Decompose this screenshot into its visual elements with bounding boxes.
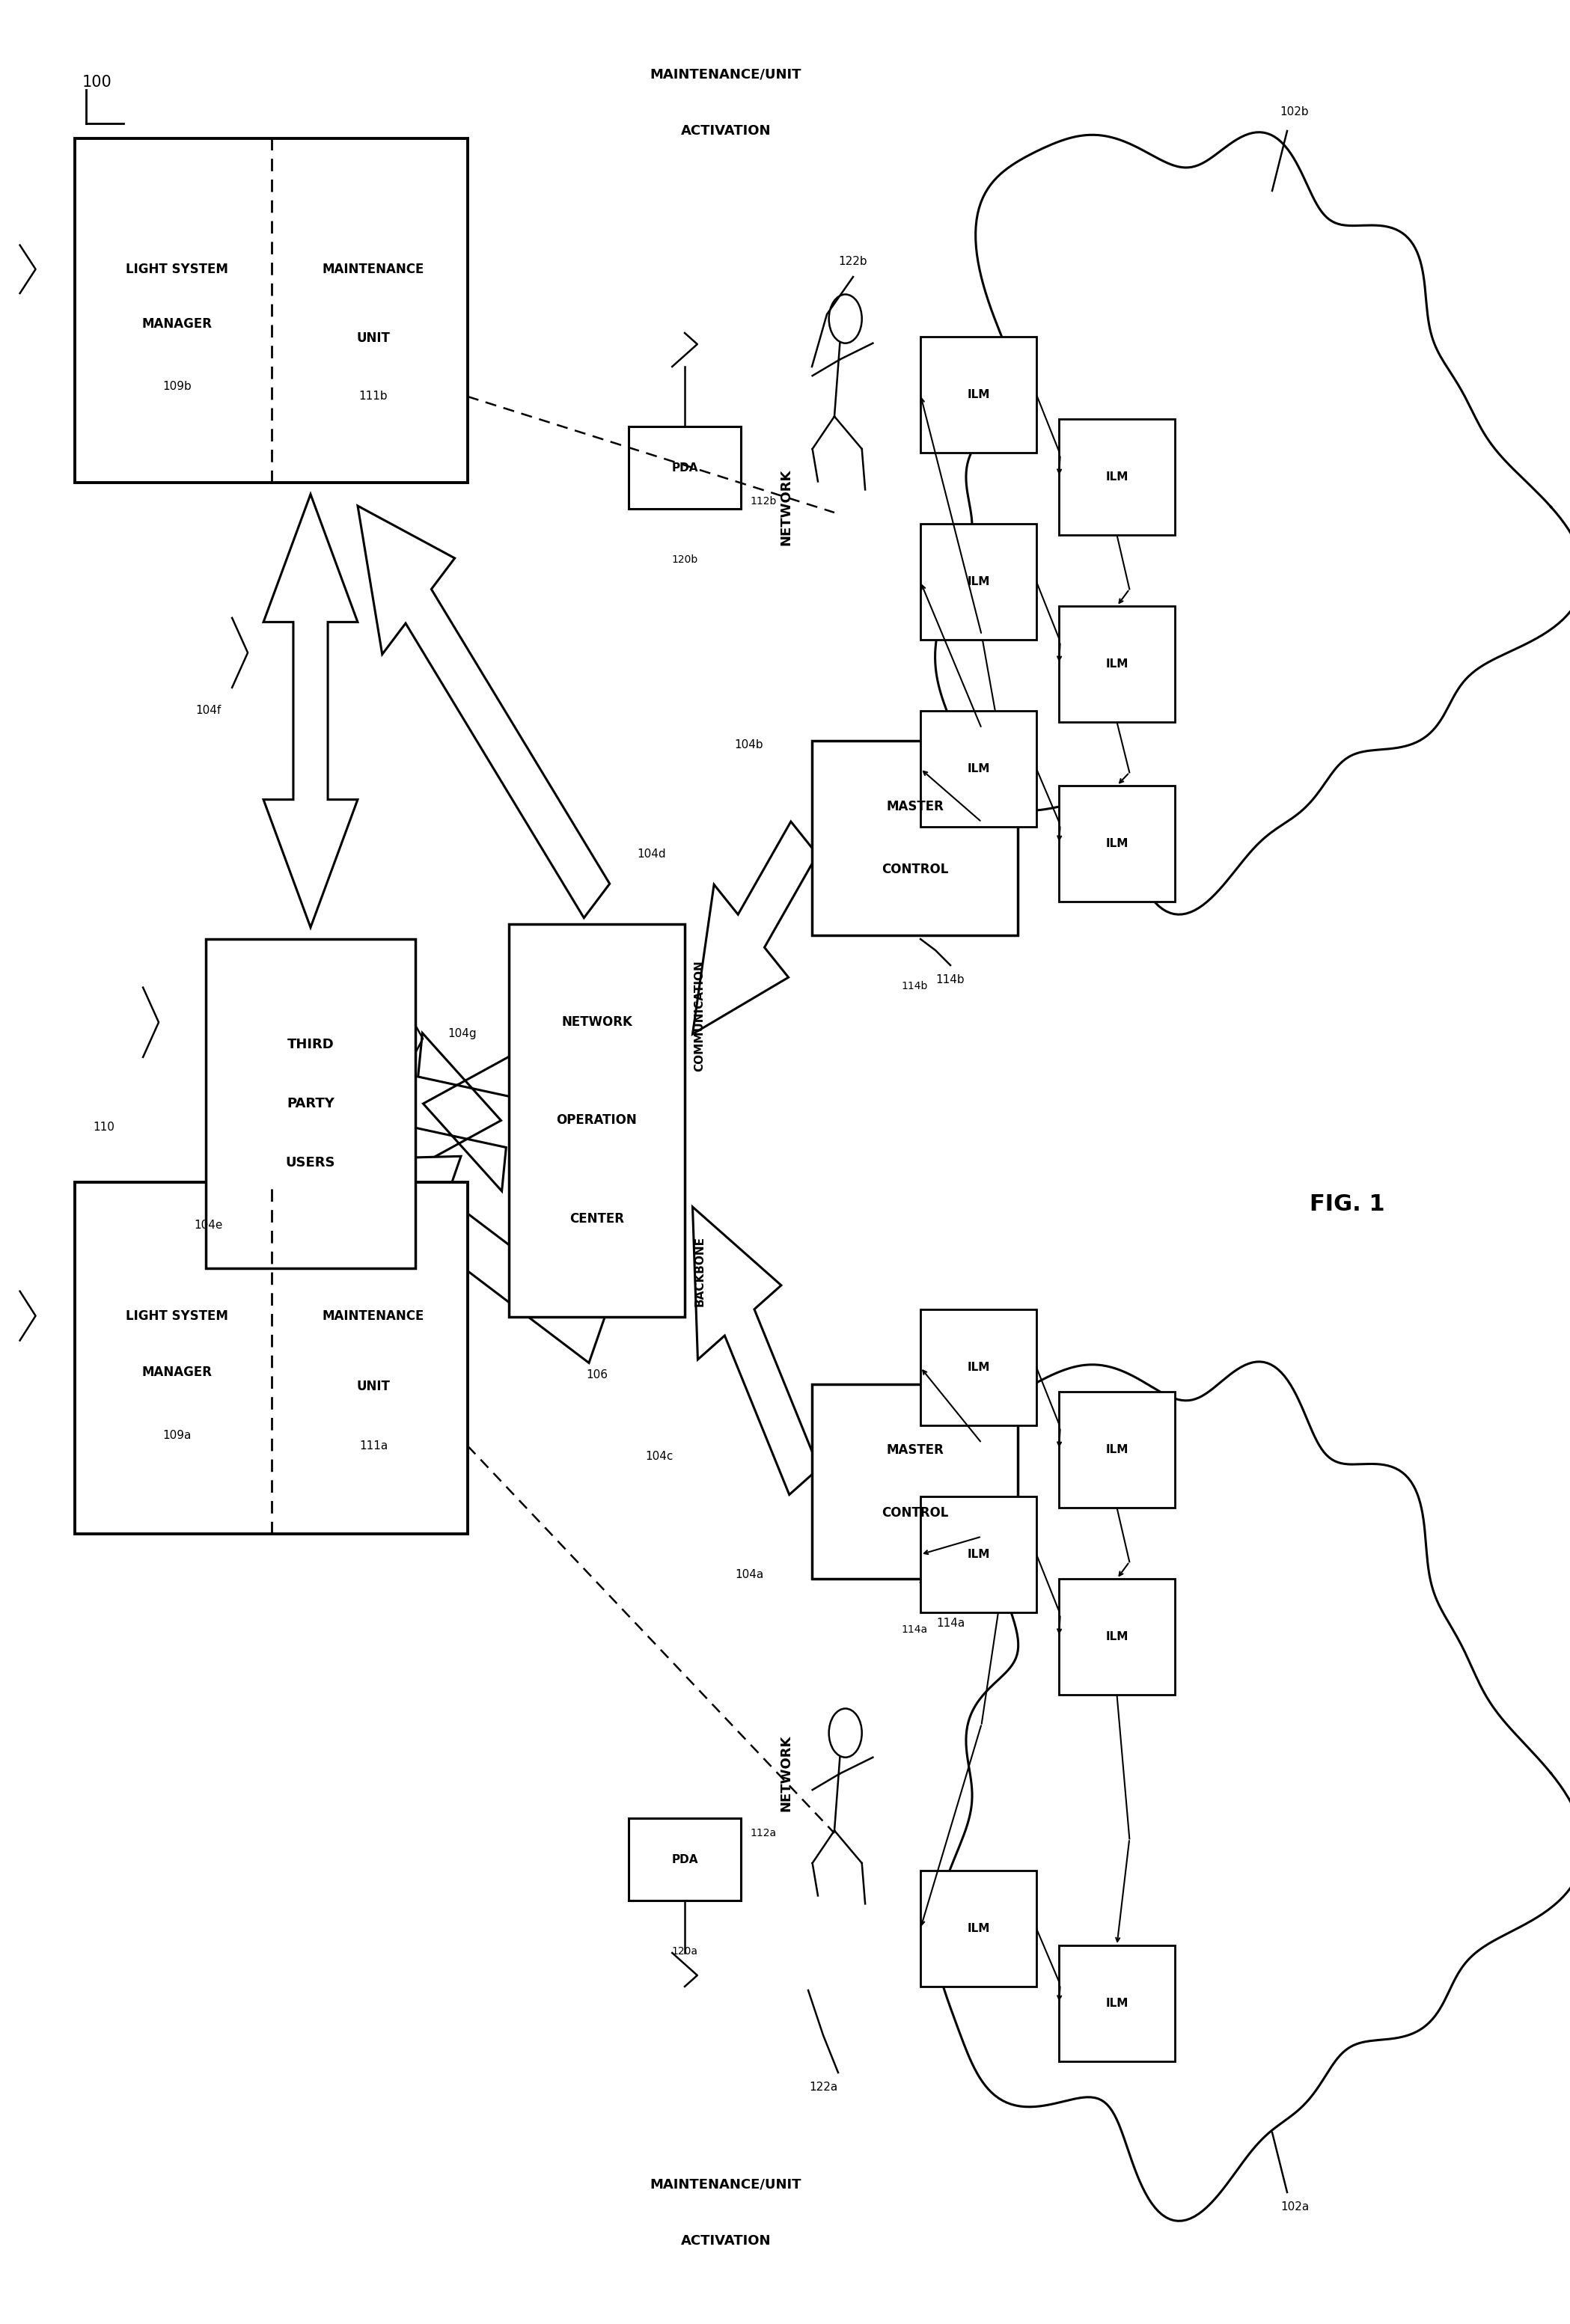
- Text: 104b: 104b: [735, 739, 763, 751]
- Text: MASTER: MASTER: [885, 1443, 944, 1457]
- Text: 111b: 111b: [360, 390, 388, 402]
- Bar: [920, 711, 1036, 827]
- Bar: [75, 139, 468, 483]
- Text: 122b: 122b: [838, 256, 868, 267]
- Polygon shape: [692, 1206, 820, 1494]
- Bar: [920, 1497, 1036, 1613]
- Bar: [628, 428, 741, 509]
- Text: ACTIVATION: ACTIVATION: [681, 2233, 771, 2247]
- Text: 112a: 112a: [750, 1829, 777, 1838]
- Bar: [75, 1183, 468, 1534]
- Bar: [920, 523, 1036, 639]
- Text: BACKBONE: BACKBONE: [694, 1236, 705, 1306]
- Text: USERS: USERS: [286, 1155, 336, 1169]
- Text: UNIT: UNIT: [356, 1380, 391, 1392]
- Text: ILM: ILM: [1105, 1443, 1129, 1455]
- Text: 120b: 120b: [672, 555, 699, 565]
- Text: ILM: ILM: [1105, 1631, 1129, 1643]
- Text: MANAGER: MANAGER: [141, 1367, 212, 1378]
- Text: NETWORK: NETWORK: [562, 1016, 633, 1030]
- Text: 114a: 114a: [901, 1624, 928, 1636]
- Text: MAINTENANCE: MAINTENANCE: [322, 1308, 424, 1322]
- Text: ILM: ILM: [1105, 658, 1129, 669]
- Text: 104f: 104f: [196, 704, 221, 716]
- Bar: [920, 337, 1036, 453]
- Bar: [628, 1817, 741, 1901]
- Text: ACTIVATION: ACTIVATION: [681, 123, 771, 137]
- Text: 104g: 104g: [447, 1027, 477, 1039]
- Text: PDA: PDA: [672, 462, 699, 474]
- Text: CENTER: CENTER: [570, 1211, 625, 1225]
- Text: MAINTENANCE/UNIT: MAINTENANCE/UNIT: [650, 67, 802, 81]
- Text: CONTROL: CONTROL: [881, 862, 948, 876]
- Text: NETWORK: NETWORK: [779, 1736, 793, 1813]
- Text: 122a: 122a: [809, 2082, 837, 2094]
- Bar: [206, 939, 416, 1269]
- Bar: [1058, 1945, 1174, 2061]
- Bar: [1058, 1392, 1174, 1508]
- Bar: [812, 741, 1017, 934]
- Text: 104d: 104d: [637, 848, 666, 860]
- Text: ILM: ILM: [967, 388, 989, 400]
- Bar: [920, 1871, 1036, 1987]
- Text: CONTROL: CONTROL: [881, 1506, 948, 1520]
- Text: 104c: 104c: [645, 1450, 674, 1462]
- Text: ILM: ILM: [1105, 1999, 1129, 2008]
- Text: OPERATION: OPERATION: [556, 1113, 637, 1127]
- Text: ILM: ILM: [967, 1922, 989, 1934]
- Text: 114b: 114b: [936, 974, 966, 985]
- Text: MANAGER: MANAGER: [141, 318, 212, 330]
- Text: ILM: ILM: [967, 762, 989, 774]
- Polygon shape: [936, 1362, 1570, 2222]
- Text: 109a: 109a: [163, 1429, 192, 1441]
- Polygon shape: [692, 823, 818, 1034]
- Text: PARTY: PARTY: [287, 1097, 334, 1111]
- Text: LIGHT SYSTEM: LIGHT SYSTEM: [126, 1308, 228, 1322]
- Bar: [1058, 607, 1174, 723]
- Bar: [509, 925, 685, 1318]
- Polygon shape: [936, 132, 1570, 913]
- Bar: [812, 1385, 1017, 1578]
- Text: NETWORK: NETWORK: [779, 469, 793, 546]
- Text: PDA: PDA: [672, 1855, 699, 1864]
- Text: 120a: 120a: [672, 1948, 697, 1957]
- Text: 114a: 114a: [936, 1618, 964, 1629]
- Text: COMMUNICATION: COMMUNICATION: [694, 960, 705, 1071]
- Text: LIGHT SYSTEM: LIGHT SYSTEM: [126, 263, 228, 277]
- Bar: [1058, 418, 1174, 535]
- Text: 100: 100: [82, 74, 111, 91]
- Text: 104a: 104a: [735, 1569, 763, 1580]
- Text: ILM: ILM: [967, 1362, 989, 1373]
- Bar: [920, 1308, 1036, 1425]
- Text: 109b: 109b: [162, 381, 192, 393]
- Text: 114b: 114b: [901, 981, 928, 992]
- Polygon shape: [358, 1157, 604, 1362]
- Polygon shape: [264, 1153, 358, 1299]
- Text: ILM: ILM: [1105, 472, 1129, 483]
- Text: 102a: 102a: [1280, 2201, 1309, 2212]
- Text: MAINTENANCE: MAINTENANCE: [322, 263, 424, 277]
- Text: 106: 106: [586, 1369, 608, 1380]
- Text: ILM: ILM: [967, 576, 989, 588]
- Text: 112b: 112b: [750, 495, 777, 507]
- Bar: [1058, 1578, 1174, 1694]
- Text: THIRD: THIRD: [287, 1037, 334, 1050]
- Polygon shape: [264, 495, 358, 927]
- Text: MASTER: MASTER: [885, 799, 944, 813]
- Text: 111a: 111a: [360, 1441, 388, 1452]
- Text: ILM: ILM: [967, 1548, 989, 1559]
- Text: 104e: 104e: [195, 1220, 223, 1232]
- Text: ILM: ILM: [1105, 839, 1129, 848]
- Text: 110: 110: [93, 1120, 115, 1132]
- Polygon shape: [358, 507, 609, 918]
- Text: MAINTENANCE/UNIT: MAINTENANCE/UNIT: [650, 2178, 802, 2192]
- Text: FIG. 1: FIG. 1: [1309, 1195, 1385, 1215]
- Text: 102b: 102b: [1280, 107, 1309, 119]
- Text: UNIT: UNIT: [356, 332, 391, 344]
- Bar: [1058, 786, 1174, 902]
- Polygon shape: [408, 1032, 515, 1192]
